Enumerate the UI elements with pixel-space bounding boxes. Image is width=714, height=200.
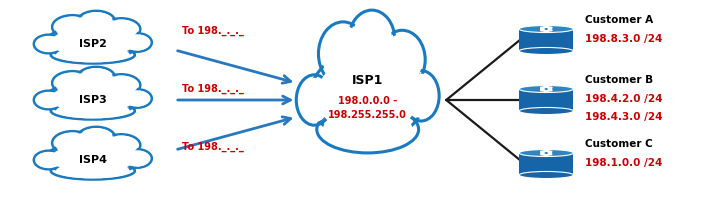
Ellipse shape <box>519 107 573 115</box>
Ellipse shape <box>79 68 113 87</box>
Text: To 198._._._: To 198._._._ <box>182 26 243 36</box>
Ellipse shape <box>519 171 573 179</box>
Ellipse shape <box>519 149 573 157</box>
Text: ISP4: ISP4 <box>79 155 107 165</box>
Ellipse shape <box>51 162 135 180</box>
Ellipse shape <box>79 128 113 147</box>
Ellipse shape <box>46 141 140 176</box>
Ellipse shape <box>34 91 64 109</box>
Ellipse shape <box>34 35 64 53</box>
Ellipse shape <box>104 76 138 95</box>
Ellipse shape <box>382 34 423 86</box>
Text: Customer B: Customer B <box>585 75 653 85</box>
Ellipse shape <box>122 149 152 168</box>
Text: ISP2: ISP2 <box>79 39 107 49</box>
Text: 198.4.2.0 /24: 198.4.2.0 /24 <box>585 94 663 104</box>
Ellipse shape <box>318 22 368 86</box>
Ellipse shape <box>51 83 135 113</box>
FancyBboxPatch shape <box>519 29 573 51</box>
Ellipse shape <box>317 55 418 136</box>
Ellipse shape <box>36 92 62 108</box>
Ellipse shape <box>52 131 93 155</box>
Ellipse shape <box>379 30 426 89</box>
Ellipse shape <box>36 152 62 168</box>
Ellipse shape <box>124 150 150 167</box>
Ellipse shape <box>104 20 138 39</box>
Ellipse shape <box>54 133 91 153</box>
Ellipse shape <box>351 14 392 65</box>
Ellipse shape <box>56 103 130 118</box>
Ellipse shape <box>124 34 150 51</box>
Ellipse shape <box>102 74 140 96</box>
Ellipse shape <box>519 47 573 55</box>
Ellipse shape <box>52 15 93 39</box>
Text: Customer C: Customer C <box>585 139 653 149</box>
FancyBboxPatch shape <box>519 153 573 175</box>
Text: Customer A: Customer A <box>585 15 653 25</box>
Ellipse shape <box>79 12 113 31</box>
Text: ISP1: ISP1 <box>352 73 383 86</box>
Ellipse shape <box>36 36 62 52</box>
Ellipse shape <box>519 85 573 93</box>
Ellipse shape <box>46 25 140 60</box>
Ellipse shape <box>321 26 365 82</box>
Ellipse shape <box>51 46 135 64</box>
Text: To 198._._._: To 198._._._ <box>182 142 243 152</box>
Text: To 198._._._: To 198._._._ <box>182 84 243 94</box>
Ellipse shape <box>51 143 135 173</box>
Ellipse shape <box>77 11 115 33</box>
Ellipse shape <box>323 109 413 150</box>
Text: ISP3: ISP3 <box>79 95 106 105</box>
Ellipse shape <box>405 74 437 118</box>
Ellipse shape <box>317 106 418 153</box>
Ellipse shape <box>51 102 135 120</box>
Text: 198.0.0.0 -
198.255.255.0: 198.0.0.0 - 198.255.255.0 <box>328 96 407 120</box>
FancyBboxPatch shape <box>519 89 573 111</box>
Text: 198.8.3.0 /24: 198.8.3.0 /24 <box>585 34 663 44</box>
Ellipse shape <box>56 47 130 62</box>
Ellipse shape <box>298 78 331 122</box>
Ellipse shape <box>52 71 93 95</box>
Ellipse shape <box>34 151 64 169</box>
Ellipse shape <box>77 127 115 149</box>
Ellipse shape <box>122 89 152 108</box>
Ellipse shape <box>296 75 333 125</box>
Ellipse shape <box>102 18 140 40</box>
Text: 198.1.0.0 /24: 198.1.0.0 /24 <box>585 158 663 168</box>
Ellipse shape <box>122 33 152 52</box>
Ellipse shape <box>104 136 138 155</box>
Ellipse shape <box>311 50 426 142</box>
Ellipse shape <box>54 73 91 93</box>
Ellipse shape <box>46 81 140 115</box>
Ellipse shape <box>51 27 135 57</box>
Ellipse shape <box>519 25 573 33</box>
Ellipse shape <box>102 134 140 156</box>
Ellipse shape <box>124 90 150 107</box>
Ellipse shape <box>77 67 115 89</box>
Ellipse shape <box>403 71 439 121</box>
Ellipse shape <box>349 10 395 69</box>
Ellipse shape <box>54 17 91 37</box>
Text: 198.4.3.0 /24: 198.4.3.0 /24 <box>585 112 663 122</box>
Ellipse shape <box>56 163 130 178</box>
